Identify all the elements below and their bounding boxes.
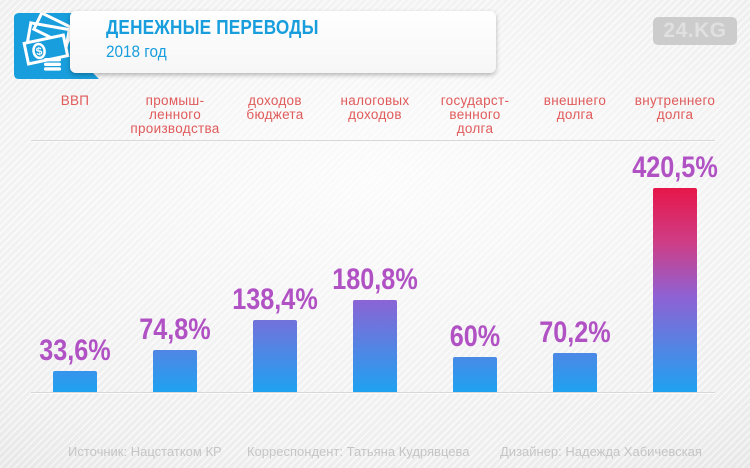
page-subtitle: 2018 год (106, 42, 167, 61)
category-label: ВВП (60, 93, 90, 108)
footer-source: Источник: Нацстатком КР (68, 444, 222, 459)
bar (53, 371, 97, 392)
bar (553, 353, 597, 392)
category-label: государст- венного долга (440, 93, 510, 136)
title-card: ДЕНЕЖНЫЕ ПЕРЕВОДЫ 2018 год (70, 11, 496, 73)
footer-correspondent: Корреспондент: Татьяна Кудрявцева (247, 444, 470, 459)
category-label: налоговых доходов (340, 93, 410, 122)
bar (253, 320, 297, 392)
bar-value-label: 74,8% (139, 313, 211, 346)
bar (353, 300, 397, 392)
bar (653, 188, 697, 392)
bar-value-label: 33,6% (39, 334, 111, 367)
chart-baseline (31, 392, 715, 394)
bar-value-label: 138,4% (232, 283, 318, 316)
labels-separator-line (31, 140, 715, 142)
bar-value-label: 70,2% (539, 316, 611, 349)
page-title: ДЕНЕЖНЫЕ ПЕРЕВОДЫ (106, 17, 319, 39)
category-label: внутреннего долга (634, 93, 716, 122)
brand-logo-24kg: 24.KG (653, 17, 737, 45)
bar-value-label: 180,8% (332, 263, 418, 296)
category-label: внешнего долга (543, 93, 607, 122)
category-label: доходов бюджета (246, 93, 304, 122)
svg-text:$: $ (35, 45, 43, 58)
bar (453, 357, 497, 392)
category-label: промыш- ленного производства (130, 93, 220, 136)
bar-value-label: 420,5% (632, 151, 718, 184)
bar-value-label: 60% (449, 320, 501, 353)
footer-designer: Дизайнер: Надежда Хабичевская (500, 444, 702, 459)
bar (153, 350, 197, 392)
